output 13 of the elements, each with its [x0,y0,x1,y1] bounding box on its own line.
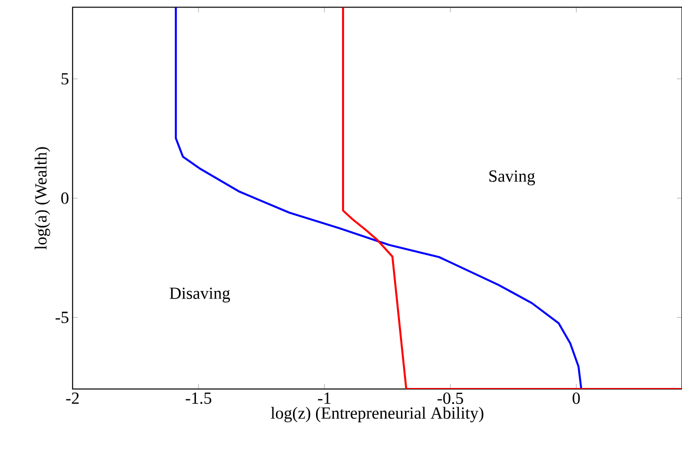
x-tick-label: 0 [572,392,580,404]
x-tick-label: -0.5 [438,392,464,404]
y-axis-title: log(a) (Wealth) [34,147,50,250]
x-tick-label: -1.5 [186,392,212,404]
y-tick-label: 0 [61,192,68,204]
y-tick-label: 5 [62,73,68,84]
line-series [342,7,682,389]
annotation: Disaving [170,288,230,302]
annotation: Saving [489,170,535,186]
y-tick-label: -5 [56,312,68,324]
x-tick-label: -2 [66,392,79,404]
x-tick-label: -1 [318,392,330,404]
x-axis-title: log(z) (Entrepreneurial Ability) [270,406,484,422]
